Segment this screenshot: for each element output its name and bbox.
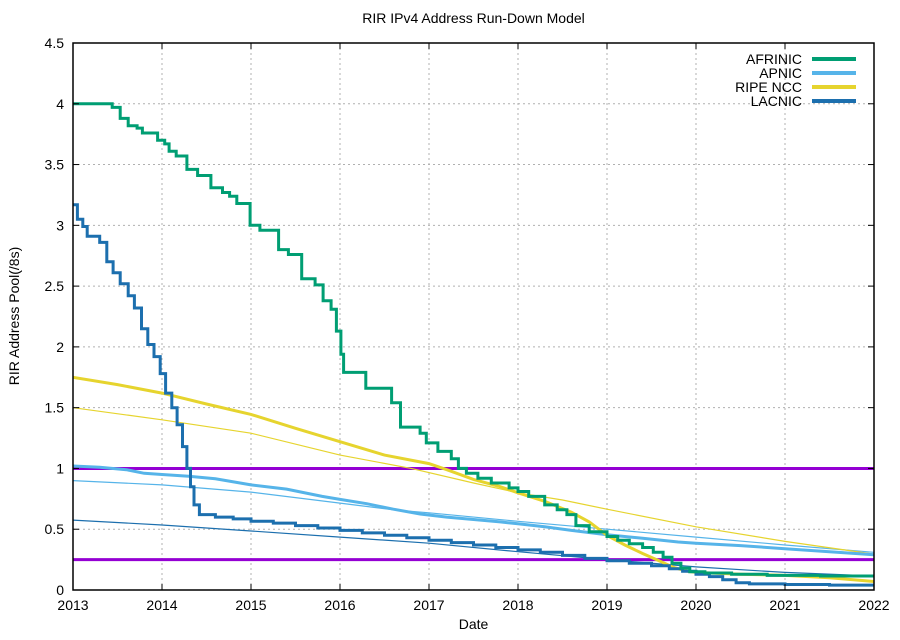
series-line-ripe-ncc-projection [73,407,874,555]
x-tick-label: 2015 [235,597,266,613]
x-tick-label: 2021 [769,597,800,613]
y-tick-label: 2.5 [45,278,65,294]
y-tick-label: 4 [56,96,64,112]
x-axis-label: Date [458,616,489,632]
x-tick-label: 2019 [591,597,622,613]
legend-line-sample [812,57,856,61]
y-tick-label: 3.5 [45,157,65,173]
y-tick-label: 2 [56,339,64,355]
legend: AFRINIC APNIC RIPE NCC LACNIC [735,51,856,109]
series-line-lacnic [73,203,874,587]
x-tick-label: 2013 [57,597,88,613]
x-tick-label: 2020 [680,597,711,613]
y-tick-label: 1.5 [45,400,65,416]
legend-label: APNIC [759,65,802,81]
y-tick-label: 1 [56,460,64,476]
legend-item-apnic: APNIC [735,65,856,81]
y-tick-label: 4.5 [45,35,65,51]
legend-label: RIPE NCC [735,79,802,95]
y-tick-label: 0.5 [45,521,65,537]
x-tick-label: 2018 [502,597,533,613]
legend-item-lacnic: LACNIC [735,93,856,109]
x-tick-label: 2014 [146,597,177,613]
x-tick-label: 2017 [413,597,444,613]
series-line-afrinic [73,102,874,578]
chart-title: RIR IPv4 Address Run-Down Model [362,10,585,26]
legend-line-sample [812,71,856,75]
series-line-lacnic-projection [73,519,874,577]
legend-item-afrinic: AFRINIC [735,51,856,67]
series-line-apnic-projection [73,480,874,553]
x-tick-label: 2022 [858,597,889,613]
y-axis-label: RIR Address Pool(/8s) [6,246,22,386]
legend-item-ripencc: RIPE NCC [735,79,856,95]
y-tick-label: 3 [56,217,64,233]
legend-label: LACNIC [750,93,802,109]
series-line-apnic [73,464,874,557]
x-tick-label: 2016 [324,597,355,613]
legend-line-sample [812,99,856,103]
legend-line-sample [812,85,856,89]
y-tick-label: 0 [56,582,64,598]
plot-border [72,42,875,591]
legend-label: AFRINIC [746,51,802,67]
